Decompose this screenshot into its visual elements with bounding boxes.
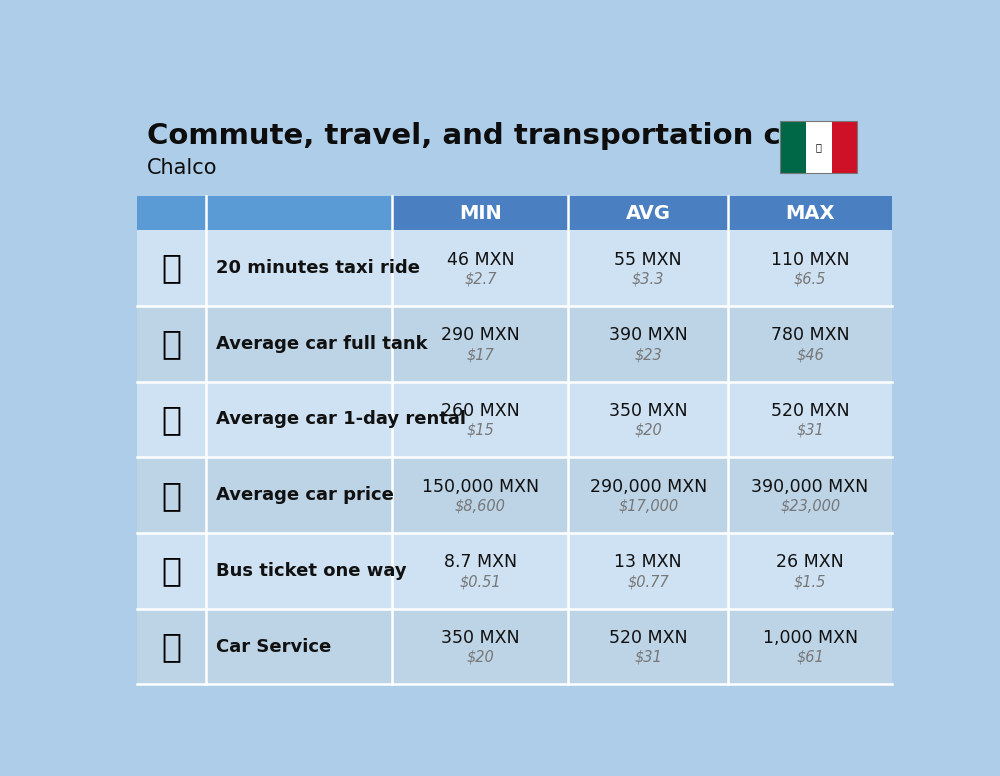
Text: 290 MXN: 290 MXN bbox=[441, 326, 520, 345]
Text: 520 MXN: 520 MXN bbox=[771, 402, 849, 420]
Text: 390 MXN: 390 MXN bbox=[609, 326, 688, 345]
Text: $0.77: $0.77 bbox=[627, 574, 669, 589]
Text: Chalco: Chalco bbox=[147, 158, 217, 178]
Text: $8,600: $8,600 bbox=[455, 498, 506, 514]
Text: $1.5: $1.5 bbox=[794, 574, 826, 589]
Bar bbox=[137, 196, 392, 230]
Text: 20 minutes taxi ride: 20 minutes taxi ride bbox=[216, 259, 420, 277]
Text: 26 MXN: 26 MXN bbox=[776, 553, 844, 571]
Bar bbox=[780, 121, 806, 173]
Text: 🚗: 🚗 bbox=[162, 479, 182, 511]
Bar bbox=[137, 382, 892, 457]
Text: 350 MXN: 350 MXN bbox=[441, 629, 520, 647]
Text: 🦅: 🦅 bbox=[816, 142, 822, 152]
Text: $20: $20 bbox=[466, 650, 494, 665]
Text: $2.7: $2.7 bbox=[464, 272, 497, 286]
Text: $0.51: $0.51 bbox=[460, 574, 501, 589]
Text: 13 MXN: 13 MXN bbox=[614, 553, 682, 571]
Text: AVG: AVG bbox=[626, 204, 671, 223]
Text: $20: $20 bbox=[634, 423, 662, 438]
Text: 260 MXN: 260 MXN bbox=[441, 402, 520, 420]
Text: 290,000 MXN: 290,000 MXN bbox=[590, 478, 707, 496]
Text: $6.5: $6.5 bbox=[794, 272, 826, 286]
Bar bbox=[392, 196, 568, 230]
Text: 46 MXN: 46 MXN bbox=[447, 251, 514, 268]
Text: $31: $31 bbox=[634, 650, 662, 665]
Text: 390,000 MXN: 390,000 MXN bbox=[751, 478, 869, 496]
Text: Bus ticket one way: Bus ticket one way bbox=[216, 562, 406, 580]
Text: Average car price: Average car price bbox=[216, 487, 394, 504]
Text: Car Service: Car Service bbox=[216, 638, 331, 656]
Bar bbox=[728, 196, 892, 230]
Text: $61: $61 bbox=[796, 650, 824, 665]
Text: $3.3: $3.3 bbox=[632, 272, 664, 286]
Text: Average car 1-day rental: Average car 1-day rental bbox=[216, 411, 466, 428]
Text: 🚌: 🚌 bbox=[162, 554, 182, 587]
Text: 520 MXN: 520 MXN bbox=[609, 629, 687, 647]
Text: Commute, travel, and transportation costs: Commute, travel, and transportation cost… bbox=[147, 123, 849, 151]
Bar bbox=[137, 306, 892, 382]
Text: $17: $17 bbox=[466, 347, 494, 362]
Text: 🛠: 🛠 bbox=[162, 630, 182, 663]
Bar bbox=[137, 457, 892, 533]
Bar bbox=[832, 121, 857, 173]
Text: $23,000: $23,000 bbox=[780, 498, 840, 514]
Bar bbox=[568, 196, 728, 230]
Text: $17,000: $17,000 bbox=[618, 498, 678, 514]
Text: 🛢: 🛢 bbox=[162, 327, 182, 360]
Text: 780 MXN: 780 MXN bbox=[771, 326, 849, 345]
Text: 🚙: 🚙 bbox=[162, 403, 182, 436]
Text: 🚕: 🚕 bbox=[162, 251, 182, 285]
Bar bbox=[780, 121, 857, 173]
Bar bbox=[137, 196, 892, 684]
Bar bbox=[137, 533, 892, 608]
Bar bbox=[137, 230, 892, 306]
Bar bbox=[806, 121, 832, 173]
Bar bbox=[137, 608, 892, 684]
Text: 150,000 MXN: 150,000 MXN bbox=[422, 478, 539, 496]
Text: MAX: MAX bbox=[785, 204, 835, 223]
Text: 8.7 MXN: 8.7 MXN bbox=[444, 553, 517, 571]
Text: Average car full tank: Average car full tank bbox=[216, 334, 427, 353]
Text: $46: $46 bbox=[796, 347, 824, 362]
Text: 1,000 MXN: 1,000 MXN bbox=[763, 629, 858, 647]
Text: MIN: MIN bbox=[459, 204, 502, 223]
Text: $31: $31 bbox=[796, 423, 824, 438]
Text: 55 MXN: 55 MXN bbox=[614, 251, 682, 268]
Text: 350 MXN: 350 MXN bbox=[609, 402, 687, 420]
Text: $23: $23 bbox=[634, 347, 662, 362]
Text: $15: $15 bbox=[466, 423, 494, 438]
Text: 110 MXN: 110 MXN bbox=[771, 251, 849, 268]
